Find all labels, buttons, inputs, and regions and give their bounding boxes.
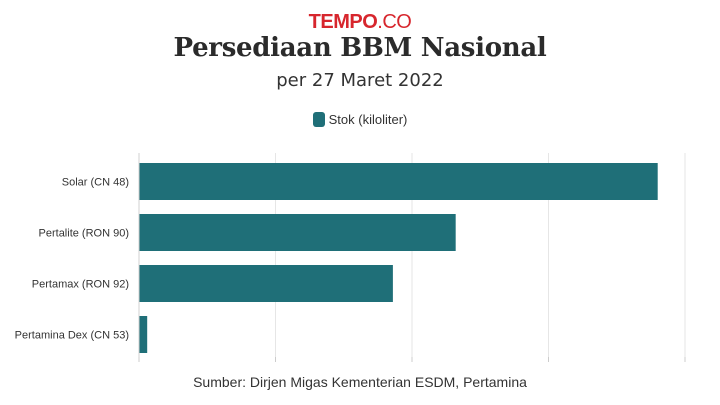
logo-tld: .CO (377, 11, 412, 33)
bar-2 (139, 265, 393, 302)
legend: Stok (kiloliter) (0, 112, 720, 127)
legend-swatch (312, 112, 325, 127)
chart-title: Persediaan BBM Nasional (173, 33, 547, 63)
category-label-1: Pertalite (RON 90) (39, 228, 129, 240)
tempo-logo: TEMPO.CO (0, 11, 720, 34)
source-note: Sumber: Dirjen Migas Kementerian ESDM, P… (193, 374, 527, 390)
bar-0 (139, 163, 658, 200)
legend-label: Stok (kiloliter) (328, 112, 408, 127)
bar-3 (139, 316, 148, 353)
category-label-3: Pertamina Dex (CN 53) (15, 330, 129, 342)
bar-1 (139, 214, 456, 251)
logo-brand: TEMPO (308, 11, 378, 33)
category-label-0: Solar (CN 48) (62, 177, 129, 189)
chart-subtitle: per 27 Maret 2022 (276, 70, 444, 91)
category-label-2: Pertamax (RON 92) (32, 279, 129, 291)
